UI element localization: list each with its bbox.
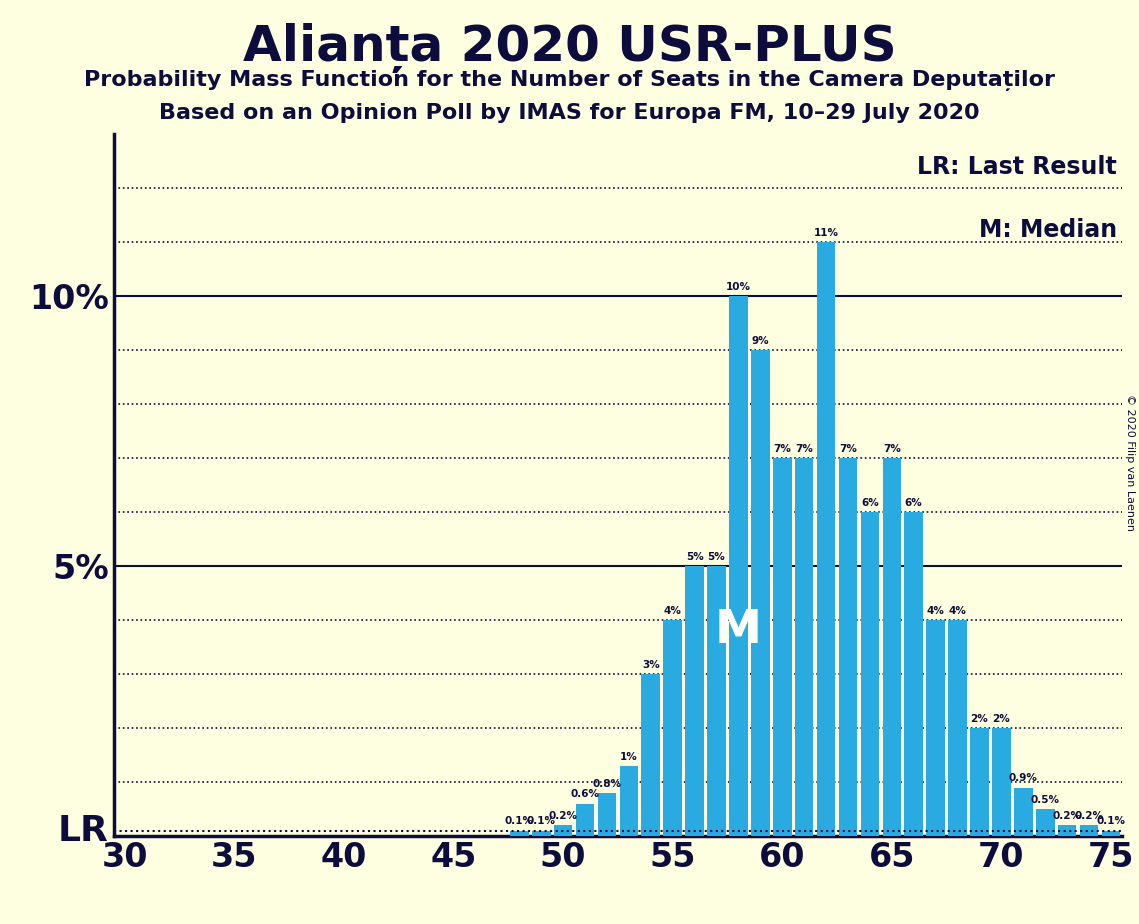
Bar: [861, 512, 879, 836]
Text: 0.2%: 0.2%: [549, 811, 577, 821]
Bar: [904, 512, 923, 836]
Text: 6%: 6%: [861, 498, 879, 508]
Bar: [598, 793, 616, 836]
Text: 5%: 5%: [686, 552, 704, 562]
Bar: [883, 458, 901, 836]
Text: LR: Last Result: LR: Last Result: [917, 155, 1117, 179]
Text: Alianța 2020 USR-PLUS: Alianța 2020 USR-PLUS: [243, 23, 896, 73]
Text: 7%: 7%: [795, 444, 813, 454]
Bar: [1014, 787, 1033, 836]
Bar: [575, 804, 595, 836]
Text: 0.1%: 0.1%: [1097, 817, 1125, 826]
Bar: [817, 242, 835, 836]
Text: 0.2%: 0.2%: [1052, 811, 1082, 821]
Text: 0.2%: 0.2%: [1074, 811, 1104, 821]
Text: 0.8%: 0.8%: [592, 779, 622, 789]
Text: LR: LR: [58, 814, 109, 848]
Text: 4%: 4%: [664, 606, 681, 615]
Text: 0.9%: 0.9%: [1009, 773, 1038, 784]
Bar: [510, 831, 528, 836]
Bar: [1058, 825, 1076, 836]
Bar: [949, 620, 967, 836]
Bar: [992, 728, 1010, 836]
Bar: [707, 566, 726, 836]
Text: 0.1%: 0.1%: [505, 817, 534, 826]
Bar: [1035, 809, 1055, 836]
Text: M: M: [715, 608, 762, 653]
Bar: [795, 458, 813, 836]
Text: 7%: 7%: [773, 444, 792, 454]
Bar: [970, 728, 989, 836]
Text: 6%: 6%: [904, 498, 923, 508]
Bar: [751, 350, 770, 836]
Bar: [729, 296, 747, 836]
Text: 4%: 4%: [949, 606, 967, 615]
Text: Based on an Opinion Poll by IMAS for Europa FM, 10–29 July 2020: Based on an Opinion Poll by IMAS for Eur…: [159, 103, 980, 124]
Text: 5%: 5%: [707, 552, 726, 562]
Text: 0.5%: 0.5%: [1031, 795, 1059, 805]
Bar: [1101, 831, 1121, 836]
Text: 9%: 9%: [752, 335, 769, 346]
Bar: [838, 458, 858, 836]
Bar: [554, 825, 573, 836]
Text: Probability Mass Function for the Number of Seats in the Camera Deputaților: Probability Mass Function for the Number…: [84, 70, 1055, 91]
Bar: [532, 831, 550, 836]
Text: 11%: 11%: [813, 227, 838, 237]
Text: © 2020 Filip van Laenen: © 2020 Filip van Laenen: [1125, 394, 1134, 530]
Bar: [1080, 825, 1098, 836]
Text: 4%: 4%: [927, 606, 944, 615]
Text: 10%: 10%: [726, 282, 751, 292]
Text: 2%: 2%: [992, 714, 1010, 723]
Text: 7%: 7%: [883, 444, 901, 454]
Text: M: Median: M: Median: [978, 218, 1117, 242]
Text: 0.1%: 0.1%: [526, 817, 556, 826]
Bar: [926, 620, 945, 836]
Bar: [773, 458, 792, 836]
Bar: [620, 766, 638, 836]
Text: 0.6%: 0.6%: [571, 789, 599, 799]
Text: 1%: 1%: [620, 752, 638, 761]
Text: 2%: 2%: [970, 714, 989, 723]
Bar: [686, 566, 704, 836]
Text: 3%: 3%: [642, 660, 659, 670]
Bar: [663, 620, 682, 836]
Text: 7%: 7%: [839, 444, 857, 454]
Bar: [641, 675, 661, 836]
